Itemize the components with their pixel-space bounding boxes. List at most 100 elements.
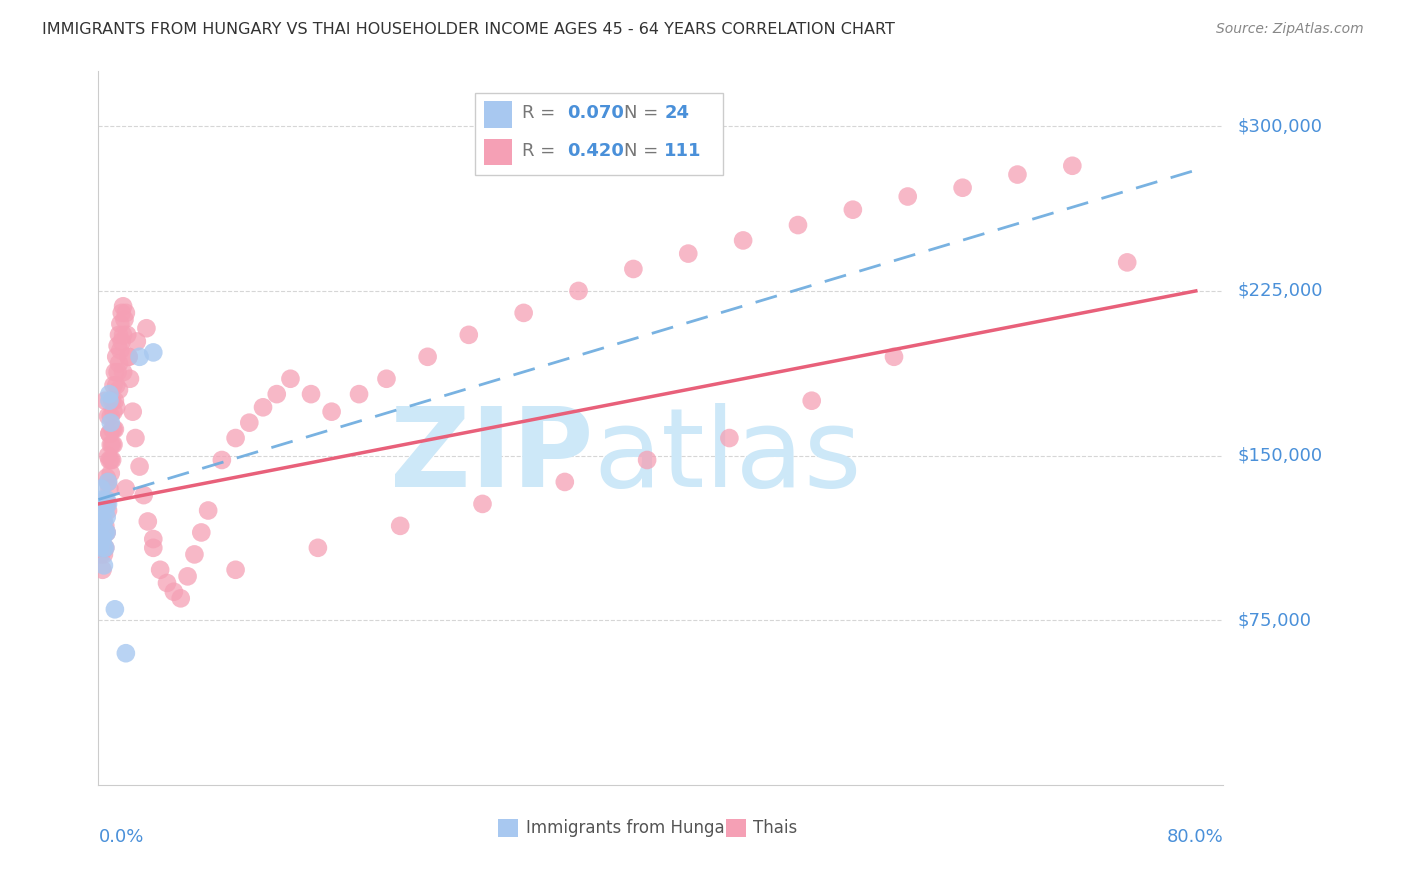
Point: [512, 306, 534, 320]
Point: [101, 393, 124, 408]
Point: [115, 482, 138, 496]
Point: [89, 541, 111, 555]
Point: [90, 519, 112, 533]
Point: [93, 548, 115, 562]
Text: N =: N =: [624, 104, 664, 122]
Point: [211, 453, 233, 467]
Point: [94, 541, 117, 555]
Point: [105, 378, 128, 392]
Point: [97, 409, 120, 423]
Point: [636, 453, 658, 467]
Text: $300,000: $300,000: [1237, 117, 1322, 136]
Point: [96, 492, 118, 507]
Point: [91, 492, 114, 507]
Point: [110, 343, 132, 358]
Point: [94, 492, 117, 507]
Point: [91, 541, 114, 555]
Point: [117, 350, 139, 364]
Text: $75,000: $75,000: [1237, 611, 1312, 629]
Bar: [725, 819, 747, 837]
Point: [101, 422, 124, 436]
Point: [733, 234, 755, 248]
Point: [89, 541, 111, 555]
FancyBboxPatch shape: [475, 93, 723, 175]
Text: Immigrants from Hungary: Immigrants from Hungary: [526, 820, 741, 838]
Point: [299, 387, 322, 401]
Point: [90, 548, 112, 562]
Point: [104, 365, 127, 379]
Point: [307, 541, 329, 555]
Point: [98, 393, 121, 408]
Point: [142, 345, 165, 359]
Point: [100, 409, 122, 423]
Text: R =: R =: [523, 142, 561, 160]
Point: [897, 189, 920, 203]
Point: [101, 453, 124, 467]
Point: [121, 405, 143, 419]
Point: [554, 475, 576, 489]
Point: [128, 459, 150, 474]
Point: [93, 525, 115, 540]
Text: Thais: Thais: [754, 820, 797, 838]
Point: [621, 262, 644, 277]
Point: [252, 401, 274, 415]
Point: [111, 306, 134, 320]
Point: [457, 327, 479, 342]
Point: [389, 519, 412, 533]
Point: [94, 525, 117, 540]
Point: [98, 387, 121, 401]
Point: [104, 602, 127, 616]
Point: [197, 503, 219, 517]
Text: 0.070: 0.070: [568, 104, 624, 122]
Point: [112, 365, 135, 379]
Text: atlas: atlas: [593, 403, 862, 510]
Point: [176, 569, 198, 583]
Point: [100, 466, 122, 480]
Point: [105, 401, 128, 415]
Point: [883, 350, 905, 364]
Point: [90, 519, 112, 533]
Text: $150,000: $150,000: [1237, 447, 1322, 465]
Point: [125, 334, 148, 349]
Point: [111, 334, 134, 349]
Point: [280, 372, 302, 386]
Point: [101, 437, 124, 451]
Point: [98, 482, 121, 496]
Point: [94, 541, 117, 555]
Point: [91, 532, 114, 546]
Point: [112, 299, 135, 313]
Point: [100, 437, 122, 451]
Point: [103, 422, 125, 436]
Point: [118, 372, 141, 386]
Point: [1062, 159, 1084, 173]
Point: [1007, 168, 1029, 182]
Point: [170, 591, 193, 606]
Point: [103, 437, 125, 451]
Point: [114, 312, 136, 326]
Point: [117, 350, 139, 364]
Point: [132, 488, 155, 502]
Point: [107, 339, 129, 353]
Point: [93, 558, 115, 573]
Point: [142, 541, 165, 555]
Point: [97, 497, 120, 511]
Point: [94, 519, 117, 533]
Point: [124, 431, 146, 445]
Point: [471, 497, 494, 511]
Point: [96, 525, 118, 540]
Point: [718, 431, 741, 445]
Point: [110, 317, 132, 331]
Text: 0.0%: 0.0%: [98, 828, 143, 846]
Text: IMMIGRANTS FROM HUNGARY VS THAI HOUSEHOLDER INCOME AGES 45 - 64 YEARS CORRELATIO: IMMIGRANTS FROM HUNGARY VS THAI HOUSEHOL…: [42, 22, 896, 37]
Point: [149, 563, 172, 577]
Point: [375, 372, 398, 386]
Point: [225, 563, 247, 577]
Point: [266, 387, 288, 401]
Point: [96, 510, 118, 524]
Point: [183, 548, 205, 562]
Point: [952, 180, 974, 194]
Point: [98, 426, 121, 441]
Point: [104, 393, 127, 408]
Point: [136, 515, 159, 529]
Point: [416, 350, 439, 364]
